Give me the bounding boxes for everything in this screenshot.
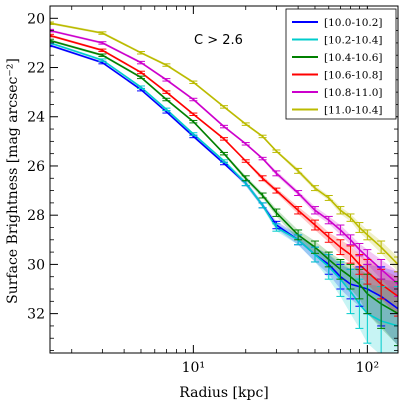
series-line-3: [50, 34, 398, 298]
y-tick-label-6: 32: [27, 307, 45, 323]
x-tick-label-0: 10¹: [182, 360, 205, 376]
axis-ticks: [50, 6, 398, 353]
x-tick-label-1: 10²: [356, 360, 379, 376]
y-tick-label-4: 28: [27, 208, 45, 224]
series-line-5: [50, 22, 398, 265]
error-bars: [50, 21, 398, 353]
series-line-0: [50, 44, 398, 310]
legend-label-2: [10.4-10.6]: [324, 52, 383, 64]
error-band-1: [50, 41, 398, 353]
y-tick-label-0: 20: [27, 11, 45, 27]
y-tick-label-1: 22: [27, 61, 45, 77]
legend-label-1: [10.2-10.4]: [324, 35, 383, 47]
legend-label-0: [10.0-10.2]: [324, 17, 383, 29]
y-axis-label: Surface Brightness [mag arcsec⁻²]: [5, 58, 21, 304]
y-tick-label-5: 30: [27, 257, 45, 273]
x-axis-label: Radius [kpc]: [179, 385, 269, 401]
legend-box: [285, 8, 397, 120]
plot-frame: [49, 5, 399, 354]
series-lines: [50, 22, 398, 327]
legend-label-3: [10.6-10.8]: [324, 70, 383, 82]
series-line-4: [50, 29, 398, 285]
axis-tick-labels: 10¹ 10² 20 22 24 26 28 30 32: [27, 11, 379, 376]
y-tick-label-3: 26: [27, 159, 45, 175]
series-line-2: [50, 39, 398, 315]
y-tick-label-2: 24: [27, 110, 45, 126]
series-line-1: [50, 42, 398, 327]
legend-label-4: [10.8-11.0]: [324, 87, 383, 99]
annotation-text: C > 2.6: [194, 33, 243, 48]
legend-label-5: [11.0-10.4]: [324, 105, 383, 117]
legend: [10.0-10.2] [10.2-10.4] [10.4-10.6] [10.6-1…: [285, 8, 397, 120]
error-bands: [50, 22, 398, 353]
